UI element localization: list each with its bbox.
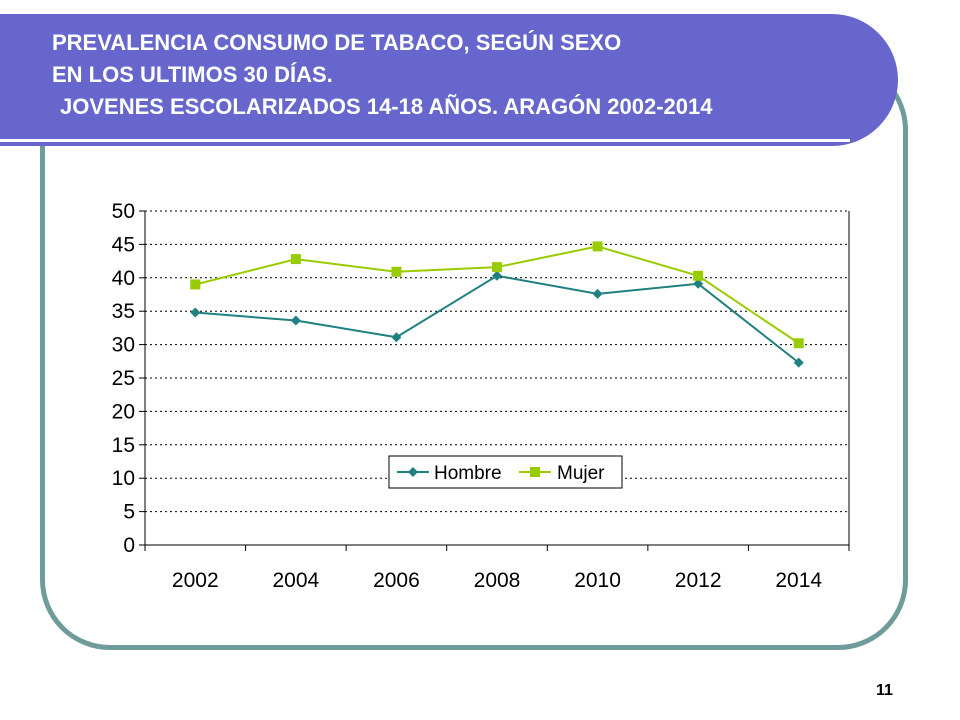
- series-layer: [190, 241, 804, 368]
- x-tick-label-2010: 2010: [574, 569, 621, 592]
- point-mujer-2002: [190, 279, 201, 290]
- x-tick-label-2012: 2012: [675, 569, 722, 592]
- point-hombre-2010: [592, 288, 603, 299]
- y-tick-label-5: 5: [123, 501, 135, 524]
- title-line-1: PREVALENCIA CONSUMO DE TABACO, SEGÚN SEX…: [52, 30, 622, 55]
- title-line-3: JOVENES ESCOLARIZADOS 14-18 AÑOS. ARAGÓN…: [60, 94, 713, 119]
- title-line-2: EN LOS ULTIMOS 30 DÍAS.: [52, 62, 333, 87]
- y-tick-label-35: 35: [112, 300, 135, 323]
- y-tick-label-45: 45: [112, 233, 135, 256]
- y-tick-label-15: 15: [112, 434, 135, 457]
- legend-label-mujer: Mujer: [557, 463, 605, 484]
- series-line-mujer: [195, 245, 800, 345]
- page-number: 11: [876, 682, 893, 699]
- x-tick-label-2014: 2014: [775, 569, 822, 592]
- x-tick-label-2002: 2002: [172, 569, 219, 592]
- point-mujer-2014: [793, 338, 804, 349]
- point-hombre-2006: [391, 332, 402, 343]
- point-hombre-2002: [190, 307, 201, 318]
- y-tick-label-10: 10: [112, 467, 135, 490]
- legend-marker-hombre: [408, 467, 418, 477]
- title-banner: [0, 14, 898, 146]
- y-tick-label-0: 0: [123, 534, 135, 557]
- point-hombre-2008: [492, 270, 502, 281]
- axes: [139, 210, 850, 551]
- y-tick-label-50: 50: [112, 200, 135, 223]
- point-hombre-2014: [793, 357, 804, 368]
- point-hombre-2004: [290, 315, 301, 326]
- y-tick-label-30: 30: [112, 334, 135, 357]
- point-mujer-2006: [391, 266, 402, 277]
- x-tick-label-2008: 2008: [474, 569, 521, 592]
- series-line-hombre: [195, 274, 800, 364]
- point-mujer-2010: [592, 241, 603, 252]
- y-tick-labels: 0 5 10 15 20 25 30 35 40 45 50: [112, 200, 135, 557]
- x-tick-label-2006: 2006: [373, 569, 420, 592]
- legend-marker-mujer: [530, 467, 540, 477]
- y-tick-label-25: 25: [112, 367, 135, 390]
- point-mujer-2008: [492, 262, 502, 273]
- point-hombre-2012: [693, 278, 704, 289]
- legend: Hombre Mujer: [388, 455, 623, 489]
- x-tick-label-2004: 2004: [272, 569, 319, 592]
- banner-underline: [0, 139, 850, 142]
- y-tick-label-40: 40: [112, 267, 135, 290]
- y-tick-label-20: 20: [112, 400, 135, 423]
- point-mujer-2004: [290, 254, 301, 265]
- x-tick-labels: 2002 2004 2006 2008 2010 2012 2014: [172, 569, 822, 592]
- point-mujer-2012: [693, 270, 704, 281]
- legend-label-hombre: Hombre: [434, 463, 502, 484]
